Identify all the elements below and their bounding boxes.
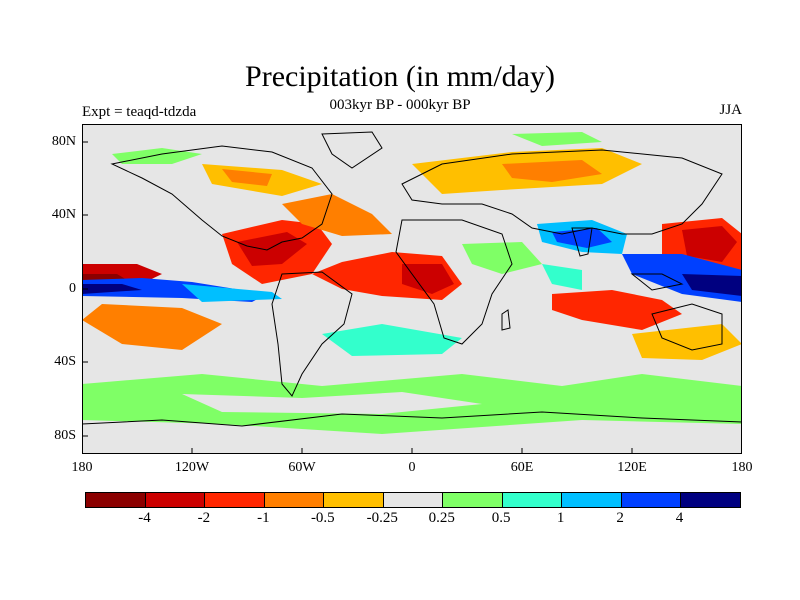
lon-label-120e: 120E — [617, 460, 647, 475]
lat-label-40s: 40S — [54, 354, 76, 369]
lon-label-120w: 120W — [174, 460, 210, 475]
colorbar-label: 1 — [556, 510, 565, 526]
lon-label-180w: 180 — [71, 460, 93, 475]
tick-marks — [82, 141, 633, 454]
colorbar-label: -1 — [257, 510, 270, 526]
lat-label-80n: 80N — [51, 134, 76, 149]
period-label: 003kyr BP - 000kyr BP — [329, 97, 471, 113]
colorbar-box — [383, 493, 444, 507]
season-label: JJA — [719, 102, 742, 118]
coastlines — [82, 131, 742, 427]
colorbar-box — [264, 493, 325, 507]
colorbar-box — [443, 493, 503, 507]
lat-label-80s: 80S — [54, 428, 76, 443]
colorbar-label: -4 — [138, 510, 151, 526]
colorbar-label: -0.5 — [310, 510, 335, 526]
lon-label-180e: 180 — [731, 460, 753, 475]
colorbar-label: 0.25 — [428, 510, 455, 526]
lon-label-0: 0 — [408, 460, 416, 475]
lon-label-60e: 60E — [510, 460, 534, 475]
lat-label-40n: 40N — [51, 207, 76, 222]
colorbar-box — [205, 493, 265, 507]
experiment-label: Expt = teaqd-tdzda — [82, 104, 197, 120]
colorbar — [85, 492, 741, 508]
colorbar-label: 2 — [616, 510, 624, 526]
colorbar-label: 0.5 — [491, 510, 511, 526]
precipitation-map — [82, 124, 742, 454]
colorbar-box — [86, 493, 146, 507]
lon-label-60w: 60W — [288, 460, 316, 475]
colorbar-box — [562, 493, 622, 507]
colorbar-box — [621, 493, 682, 507]
colorbar-box — [145, 493, 206, 507]
colorbar-label: 4 — [675, 510, 684, 526]
map-title: Precipitation (in mm/day) — [245, 60, 555, 93]
colorbar-label: -2 — [197, 510, 211, 526]
colorbar-label: -0.25 — [366, 510, 398, 526]
colorbar-box — [681, 493, 741, 507]
lat-label-0: 0 — [69, 281, 76, 296]
colorbar-box — [324, 493, 384, 507]
colorbar-box — [502, 493, 563, 507]
